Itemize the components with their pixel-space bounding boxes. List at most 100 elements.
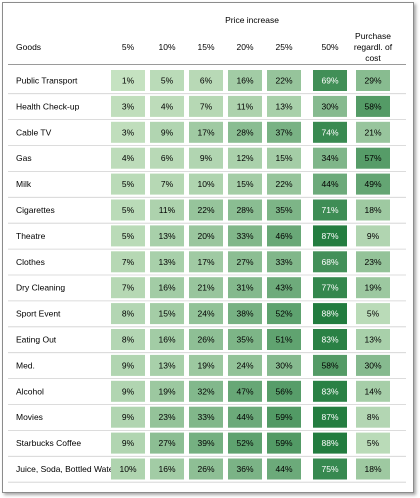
heat-cell: [356, 147, 390, 169]
heat-cell: [150, 225, 184, 247]
heat-cell: [228, 147, 262, 169]
row-label: Cable TV: [16, 127, 52, 137]
heat-cell: [150, 458, 184, 480]
heat-cell: [267, 406, 301, 428]
heat-cell: [313, 277, 347, 299]
cell-value: 32%: [197, 386, 214, 396]
heat-cell: [228, 406, 262, 428]
heat-cell: [356, 303, 390, 325]
heat-cell: [356, 432, 390, 454]
heat-cell: [189, 225, 223, 247]
heat-cell: [267, 199, 301, 221]
heat-cell: [267, 354, 301, 376]
cell-value: 87%: [321, 412, 338, 422]
heat-cell: [313, 406, 347, 428]
row-label: Movies: [16, 412, 43, 422]
heat-cell: [267, 95, 301, 117]
cell-value: 13%: [158, 360, 175, 370]
cell-value: 30%: [275, 360, 292, 370]
heat-cell: [111, 147, 145, 169]
cell-value: 33%: [197, 412, 214, 422]
cell-value: 68%: [321, 257, 338, 267]
cell-value: 13%: [158, 231, 175, 241]
cell-value: 23%: [364, 257, 381, 267]
heat-cell: [111, 432, 145, 454]
cell-value: 11%: [159, 205, 176, 215]
cell-value: 5%: [367, 309, 380, 319]
cell-value: 87%: [321, 231, 338, 241]
heat-cell: [111, 251, 145, 273]
row-label: Eating Out: [16, 335, 57, 345]
cell-value: 8%: [122, 309, 135, 319]
cell-value: 17%: [197, 257, 214, 267]
heat-cell: [267, 458, 301, 480]
column-header: 10%: [158, 42, 175, 52]
row-label: Gas: [16, 153, 32, 163]
cell-value: 37%: [275, 127, 292, 137]
heat-cell: [150, 147, 184, 169]
heat-cell: [228, 121, 262, 143]
cell-value: 12%: [236, 153, 253, 163]
cell-value: 44%: [275, 464, 292, 474]
cell-value: 16%: [236, 76, 253, 86]
heat-cell: [228, 458, 262, 480]
heat-cell: [267, 329, 301, 350]
heat-cell: [313, 147, 347, 169]
column-header: 50%: [321, 42, 338, 52]
cell-value: 24%: [197, 309, 214, 319]
heat-cell: [313, 458, 347, 480]
heat-cell: [228, 95, 262, 117]
heat-cell: [111, 95, 145, 117]
cell-value: 59%: [275, 438, 292, 448]
cell-value: 28%: [236, 205, 253, 215]
heat-cell: [189, 251, 223, 273]
cell-value: 10%: [119, 464, 136, 474]
heat-cell: [150, 380, 184, 402]
heat-cell: [228, 303, 262, 325]
cell-value: 19%: [197, 360, 214, 370]
heat-cell: [267, 121, 301, 143]
cell-value: 13%: [275, 101, 292, 111]
cell-value: 7%: [122, 257, 135, 267]
heat-cell: [189, 121, 223, 143]
row-label: Sport Event: [16, 309, 61, 319]
heat-cell: [150, 406, 184, 428]
cell-value: 16%: [158, 335, 175, 345]
cell-value: 26%: [197, 335, 214, 345]
row-label: Dry Cleaning: [16, 283, 65, 293]
heat-cell: [189, 406, 223, 428]
heat-cell: [267, 251, 301, 273]
row-label: Starbucks Coffee: [16, 438, 81, 448]
heat-cell: [228, 70, 262, 91]
cell-value: 5%: [122, 205, 135, 215]
heat-cell: [267, 147, 301, 169]
heat-cell: [313, 354, 347, 376]
cell-value: 26%: [197, 464, 214, 474]
heat-cell: [313, 173, 347, 195]
cell-value: 16%: [158, 283, 175, 293]
cell-value: 19%: [364, 283, 381, 293]
row-label: Clothes: [16, 257, 45, 267]
cell-value: 21%: [197, 283, 214, 293]
cell-value: 15%: [236, 179, 253, 189]
heat-cell: [150, 329, 184, 350]
row-label: Health Check-up: [16, 101, 80, 111]
cell-value: 59%: [275, 412, 292, 422]
heat-cell: [356, 199, 390, 221]
column-header: Purchase regardl. of cost: [354, 31, 393, 63]
cell-value: 29%: [364, 76, 381, 86]
heat-cell: [111, 380, 145, 402]
cell-value: 22%: [275, 76, 292, 86]
cell-value: 5%: [161, 76, 174, 86]
heat-cell: [356, 95, 390, 117]
heat-cell: [356, 173, 390, 195]
cell-value: 34%: [321, 153, 338, 163]
heat-cell: [228, 329, 262, 350]
cell-value: 13%: [364, 335, 381, 345]
heat-cell: [228, 225, 262, 247]
cell-value: 9%: [161, 127, 174, 137]
heat-cell: [356, 380, 390, 402]
cell-value: 8%: [367, 412, 380, 422]
heat-cell: [111, 303, 145, 325]
